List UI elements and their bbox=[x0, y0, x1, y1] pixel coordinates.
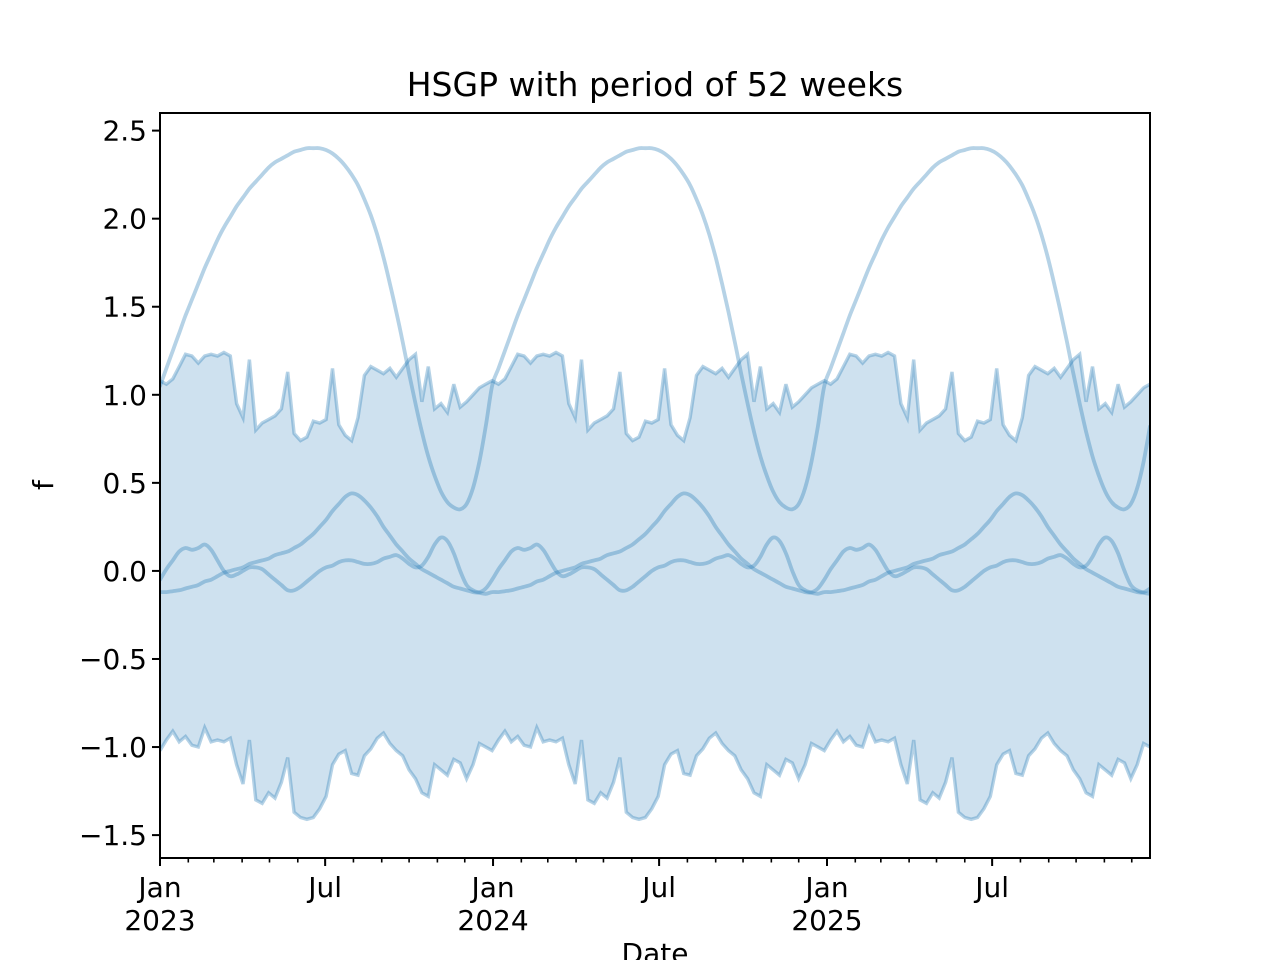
y-axis-label: f bbox=[27, 480, 60, 490]
x-tick-year-label: 2024 bbox=[457, 904, 528, 937]
x-tick-label: Jan bbox=[469, 871, 514, 904]
y-tick-label: 0.0 bbox=[102, 555, 147, 588]
y-tick-label: 0.5 bbox=[102, 467, 147, 500]
gp-sample-1-line bbox=[160, 146, 1150, 512]
y-tick-label: 1.5 bbox=[102, 291, 147, 324]
y-tick-label: −1.5 bbox=[79, 819, 147, 852]
band-upper-edge bbox=[160, 350, 1150, 444]
x-tick-label: Jul bbox=[973, 871, 1009, 904]
x-tick-label: Jul bbox=[640, 871, 676, 904]
gp-sample-2-line bbox=[160, 491, 1150, 596]
band-lower-edge bbox=[160, 723, 1150, 822]
x-tick-label: Jan bbox=[803, 871, 848, 904]
y-tick-label: 2.0 bbox=[102, 203, 147, 236]
y-tick-label: −1.0 bbox=[79, 731, 147, 764]
x-tick-label: Jan bbox=[136, 871, 181, 904]
gp-sample-3-line bbox=[160, 535, 1150, 595]
uncertainty-band bbox=[160, 352, 1150, 820]
y-tick-label: 1.0 bbox=[102, 379, 147, 412]
x-axis-label: Date bbox=[621, 937, 689, 960]
x-tick-year-label: 2025 bbox=[791, 904, 862, 937]
y-tick-label: −0.5 bbox=[79, 643, 147, 676]
y-tick-label: 2.5 bbox=[102, 115, 147, 148]
x-tick-label: Jul bbox=[306, 871, 342, 904]
x-tick-year-label: 2023 bbox=[124, 904, 195, 937]
axes-spines bbox=[159, 112, 1151, 859]
chart-title: HSGP with period of 52 weeks bbox=[406, 65, 904, 104]
